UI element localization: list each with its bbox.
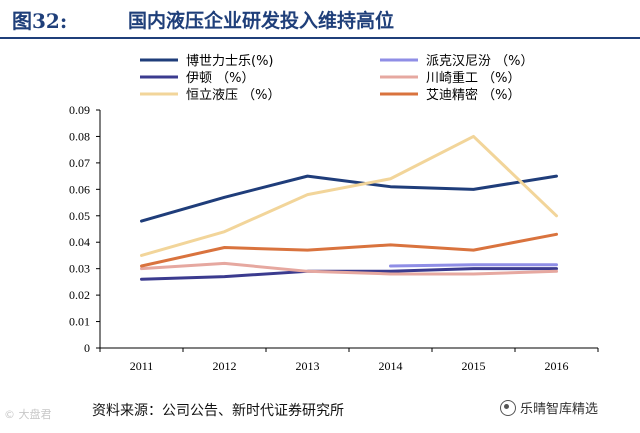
- line-chart: 0 0.01 0.02 0.03 0.04 0.05 0.06 0.07 0.08 0.09 201…: [69, 54, 599, 373]
- legend-label-2: 派克汉尼汾 （%）: [426, 54, 534, 69]
- x-tick-label: 2012: [213, 359, 237, 373]
- y-tick-label: 0: [84, 341, 90, 355]
- x-tick-label: 2011: [130, 359, 154, 373]
- x-tick-label: 2013: [296, 359, 320, 373]
- watermark-right-label: 乐晴智库精选: [520, 402, 599, 417]
- wechat-icon: [500, 399, 516, 416]
- y-tick-label: 0.09: [69, 103, 90, 117]
- series-line-2: [389, 263, 558, 268]
- source-note: 资料来源：公司公告、新时代证券研究所: [92, 403, 344, 419]
- legend-label-3: 伊顿 （%）: [186, 71, 255, 86]
- y-tick-label: 0.03: [69, 262, 90, 276]
- y-tick-label: 0.07: [69, 156, 90, 170]
- figure-title: 国内液压企业研发投入维持高位: [128, 10, 395, 32]
- series-line-5: [140, 134, 558, 257]
- series-line-6: [140, 232, 558, 268]
- y-tick-label: 0.01: [69, 315, 90, 329]
- y-tick-label: 0.02: [69, 288, 90, 302]
- watermark-right: 乐晴智库精选: [500, 398, 598, 417]
- legend-label-5: 恒立液压 （%）: [186, 88, 281, 103]
- y-tick-label: 0.06: [69, 182, 90, 196]
- x-tick-label: 2014: [379, 359, 403, 373]
- legend-label-6: 艾迪精密 （%）: [426, 87, 521, 103]
- series-line-1: [140, 174, 558, 223]
- figure-label: 图32:: [12, 9, 68, 33]
- legend-label-4: 川崎重工 （%）: [426, 70, 521, 86]
- figure-header: 图32: 国内液压企业研发投入维持高位: [0, 0, 640, 36]
- x-tick-label: 2016: [545, 359, 569, 373]
- y-tick-label: 0.04: [69, 235, 90, 249]
- watermark-left: © 大盘君: [4, 408, 52, 421]
- legend-label-1: 博世力士乐(%): [186, 54, 274, 69]
- x-tick-label: 2015: [462, 359, 486, 373]
- title-divider: [0, 37, 640, 39]
- y-tick-label: 0.08: [69, 129, 90, 143]
- y-tick-label: 0.05: [69, 209, 90, 223]
- series-line-4: [140, 261, 558, 276]
